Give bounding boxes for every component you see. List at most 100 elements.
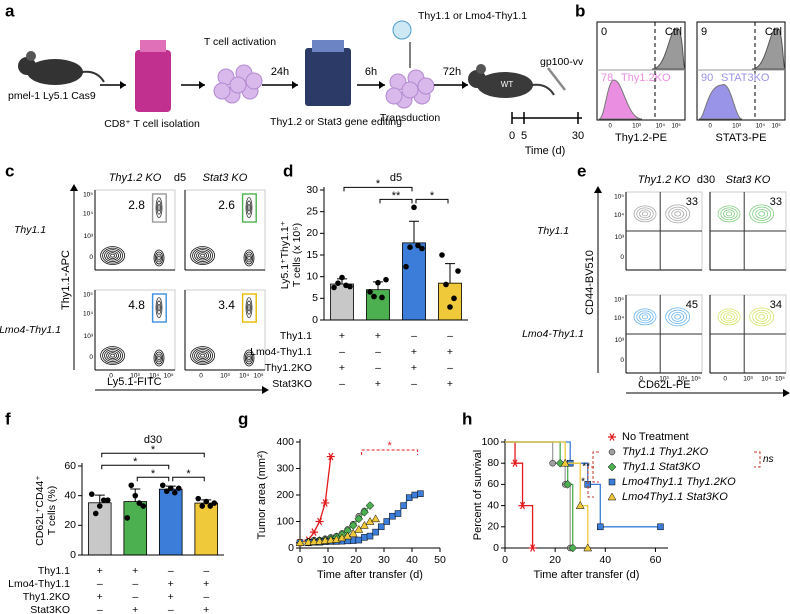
data-point [199, 503, 205, 509]
data-point [447, 304, 453, 310]
contour [759, 315, 765, 320]
condition-mark: + [447, 378, 453, 390]
error-bar [409, 221, 419, 243]
contour [248, 256, 251, 260]
label: 10⁴ [756, 123, 766, 130]
panel-label: h [462, 409, 472, 428]
bar [88, 503, 111, 555]
condition-mark: – [375, 346, 381, 358]
y-tick-label: 5 [312, 292, 318, 304]
marker [609, 479, 615, 485]
marker [356, 537, 362, 543]
label: 10⁵ [614, 193, 624, 200]
x-tick-label: 40 [406, 554, 418, 566]
condition-mark: – [203, 591, 209, 603]
label: 10³ [615, 234, 625, 241]
condition-mark: + [168, 578, 174, 590]
y-tick-label: 20 [64, 519, 76, 531]
y-tick-label: 400 [276, 436, 294, 448]
arrow-head [292, 81, 298, 89]
y-axis-label: Percent of survival [472, 450, 484, 540]
condition-label: Thy1.1 [38, 565, 70, 577]
data-point [455, 268, 461, 274]
marker [608, 463, 616, 471]
condition-mark: – [447, 362, 453, 374]
condition-mark: + [203, 604, 209, 614]
data-point [451, 296, 457, 302]
condition-label: Stat3KO [272, 378, 312, 390]
label: Time (d) [525, 145, 566, 157]
bar [159, 489, 182, 555]
label: 9 [701, 26, 707, 38]
arrow-head [594, 186, 602, 193]
condition-mark: – [168, 604, 174, 614]
legend-label: Thy1.1 Stat3KO [622, 461, 701, 473]
arrow-head [120, 81, 126, 89]
contour [103, 348, 123, 363]
label: 10³ [743, 376, 753, 383]
label: 10⁵ [614, 296, 624, 303]
label: d30 [697, 174, 715, 186]
data-point [411, 205, 417, 211]
data-point [347, 284, 353, 290]
data-point [168, 485, 174, 491]
condition-mark: – [97, 578, 103, 590]
marker [372, 515, 380, 522]
bar [124, 502, 147, 555]
data-point [203, 499, 209, 505]
mouse-ear [26, 51, 36, 61]
y-tick-label: 0 [288, 542, 294, 554]
condition-mark: – [132, 591, 138, 603]
contour [672, 209, 684, 218]
x-tick-label: 50 [434, 554, 446, 566]
condition-mark: – [411, 378, 417, 390]
data-point [160, 482, 166, 488]
significance-label: * [186, 468, 191, 480]
condition-mark: + [97, 565, 103, 577]
marker [608, 493, 616, 500]
x-tick-label: 30 [378, 554, 390, 566]
data-point [367, 289, 373, 295]
contour [726, 315, 732, 319]
y-tick-label: 60 [64, 460, 76, 472]
label: 72h [443, 66, 461, 78]
x-tick-label: 20 [350, 554, 362, 566]
label: 30 [572, 130, 584, 142]
y-tick-label: 40 [487, 499, 499, 511]
label: 10⁵ [772, 123, 782, 130]
marker [609, 449, 615, 455]
legend-label: No Treatment [622, 431, 689, 443]
label: Thy1.1-APC [60, 250, 72, 310]
y-tick-label: 100 [276, 515, 294, 527]
condition-mark: – [132, 578, 138, 590]
mouse-ear [476, 64, 486, 74]
contour [158, 256, 161, 260]
legend-label: Lmo4Thy1.1 Thy1.2KO [622, 476, 736, 488]
cell [230, 77, 246, 93]
legend-label: Lmo4Thy1.1 Stat3KO [622, 491, 728, 503]
cell [402, 82, 418, 98]
data-point [331, 285, 337, 291]
legend-label: Thy1.1 Thy1.2KO [622, 446, 709, 458]
x-tick-label: 40 [599, 554, 611, 566]
y-tick-label: 20 [487, 521, 499, 533]
arrow-head [783, 389, 790, 397]
condition-mark: – [375, 362, 381, 374]
label: Thy1.1 [14, 224, 46, 236]
label: 10⁴ [83, 211, 93, 218]
data-point [407, 244, 413, 250]
label: T cell activation [204, 36, 276, 48]
significance-label: * [151, 468, 156, 480]
histogram-ko [699, 85, 742, 119]
marker [597, 524, 603, 530]
editor [305, 48, 351, 106]
label: STAT3-PE [716, 132, 767, 144]
marker [361, 534, 367, 540]
bar [438, 283, 461, 320]
label: 10⁵ [775, 376, 785, 383]
condition-label: Stat3KO [30, 604, 70, 614]
marker [406, 495, 412, 501]
label: CD44-BV510 [584, 250, 596, 315]
panel-label: f [5, 409, 11, 428]
